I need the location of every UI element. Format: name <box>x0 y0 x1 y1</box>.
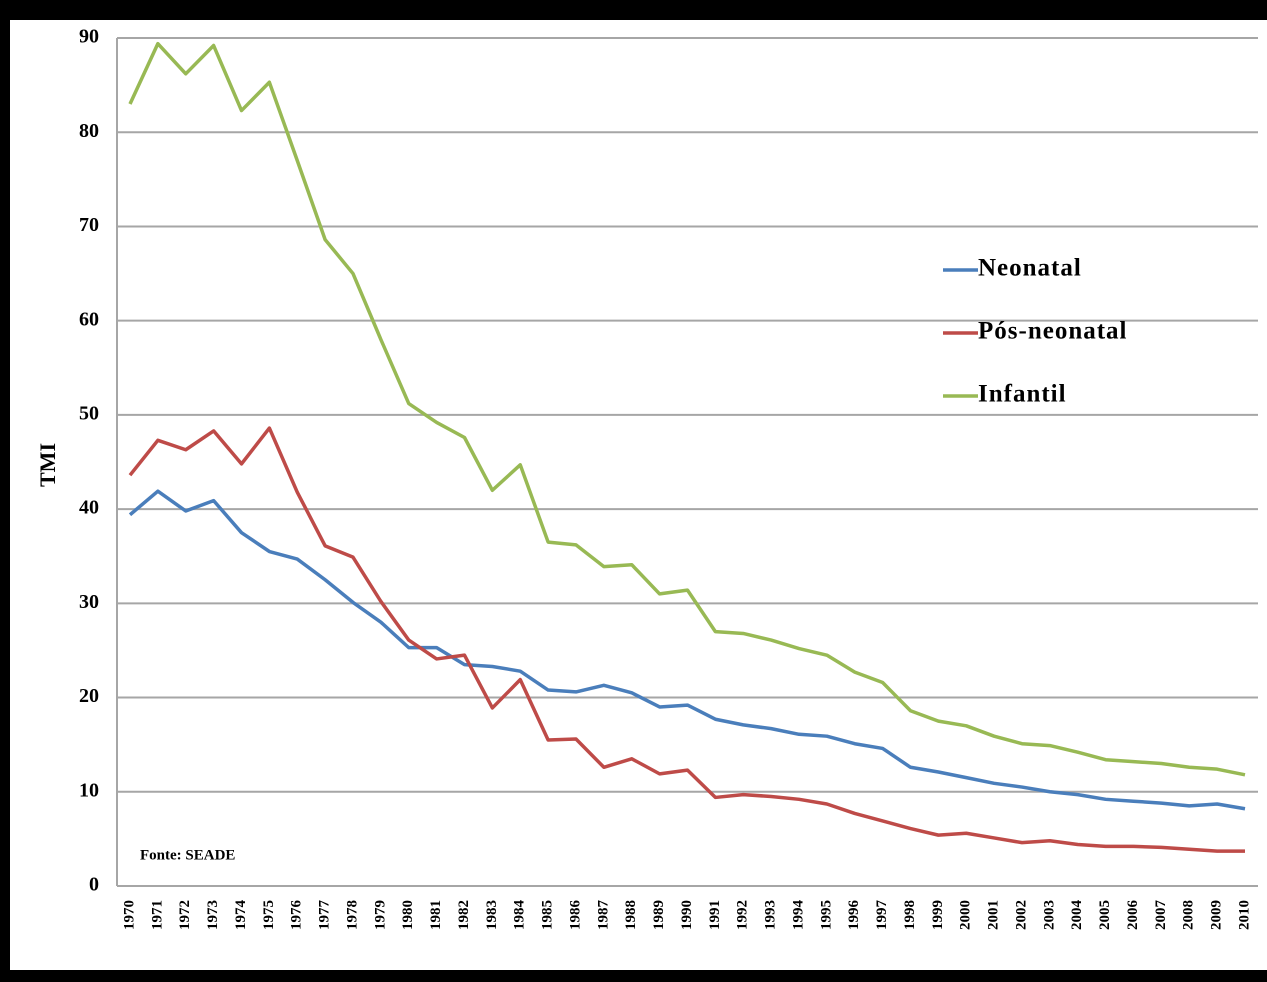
y-tick-label: 80 <box>79 120 99 142</box>
x-tick-label: 1973 <box>205 900 221 930</box>
y-tick-label: 70 <box>79 214 99 236</box>
x-tick-label: 1997 <box>874 900 890 931</box>
y-tick-label: 40 <box>79 497 99 519</box>
x-tick-label: 1999 <box>930 900 946 930</box>
x-tick-label: 1970 <box>121 900 137 930</box>
x-tick-label: 1986 <box>567 900 583 931</box>
x-tick-label: 2003 <box>1041 900 1057 930</box>
annotation: Fonte: SEADE <box>140 847 235 863</box>
x-tick-label: 1985 <box>540 900 556 930</box>
x-tick-label: 1996 <box>846 900 862 931</box>
x-tick-label: 1974 <box>233 900 249 931</box>
x-tick-label: 1976 <box>289 900 305 931</box>
x-tick-label: 1984 <box>512 900 528 931</box>
x-tick-label: 2002 <box>1013 900 1029 930</box>
x-tick-label: 1983 <box>484 900 500 930</box>
x-tick-label: 1994 <box>790 900 806 931</box>
x-tick-label: 1977 <box>317 900 333 931</box>
x-tick-label: 2010 <box>1236 900 1252 930</box>
x-tick-label: 1995 <box>818 900 834 930</box>
y-tick-label: 90 <box>79 26 99 48</box>
x-tick-label: 2009 <box>1209 900 1225 930</box>
legend-label: Pós-neonatal <box>978 318 1128 345</box>
x-tick-label: 1975 <box>261 900 277 930</box>
x-tick-label: 2006 <box>1125 900 1141 931</box>
x-tick-label: 1971 <box>149 900 165 930</box>
y-tick-label: 60 <box>79 308 99 330</box>
x-tick-label: 1992 <box>735 900 751 930</box>
x-tick-label: 1981 <box>428 900 444 930</box>
x-tick-label: 2008 <box>1181 900 1197 930</box>
legend-label: Infantil <box>978 381 1067 408</box>
x-tick-label: 1998 <box>902 900 918 930</box>
y-tick-label: 20 <box>79 685 99 707</box>
x-tick-label: 1978 <box>344 900 360 930</box>
x-tick-label: 1972 <box>177 900 193 930</box>
y-tick-label: 0 <box>89 874 99 896</box>
chart-background <box>10 20 1267 970</box>
x-tick-label: 1991 <box>707 900 723 930</box>
data-line <box>128 41 1246 777</box>
y-tick-label: 50 <box>79 402 99 424</box>
x-tick-label: 1990 <box>679 900 695 930</box>
y-axis-label: TMI <box>35 443 60 487</box>
data-line <box>128 426 1245 853</box>
x-tick-label: 1993 <box>763 900 779 930</box>
x-tick-label: 1987 <box>595 900 611 931</box>
data-line <box>128 489 1246 811</box>
x-tick-label: 2000 <box>958 900 974 930</box>
x-tick-label: 1989 <box>651 900 667 930</box>
legend-label: Neonatal <box>978 255 1082 282</box>
x-tick-label: 2004 <box>1069 900 1085 931</box>
x-tick-label: 1979 <box>372 900 388 930</box>
x-tick-label: 1988 <box>623 900 639 930</box>
y-tick-label: 30 <box>79 591 99 613</box>
x-tick-label: 1980 <box>400 900 416 930</box>
x-tick-label: 2005 <box>1097 900 1113 930</box>
x-tick-label: 2007 <box>1153 900 1169 931</box>
x-tick-label: 2001 <box>986 900 1002 930</box>
y-tick-label: 10 <box>79 779 99 801</box>
x-tick-label: 1982 <box>456 900 472 930</box>
